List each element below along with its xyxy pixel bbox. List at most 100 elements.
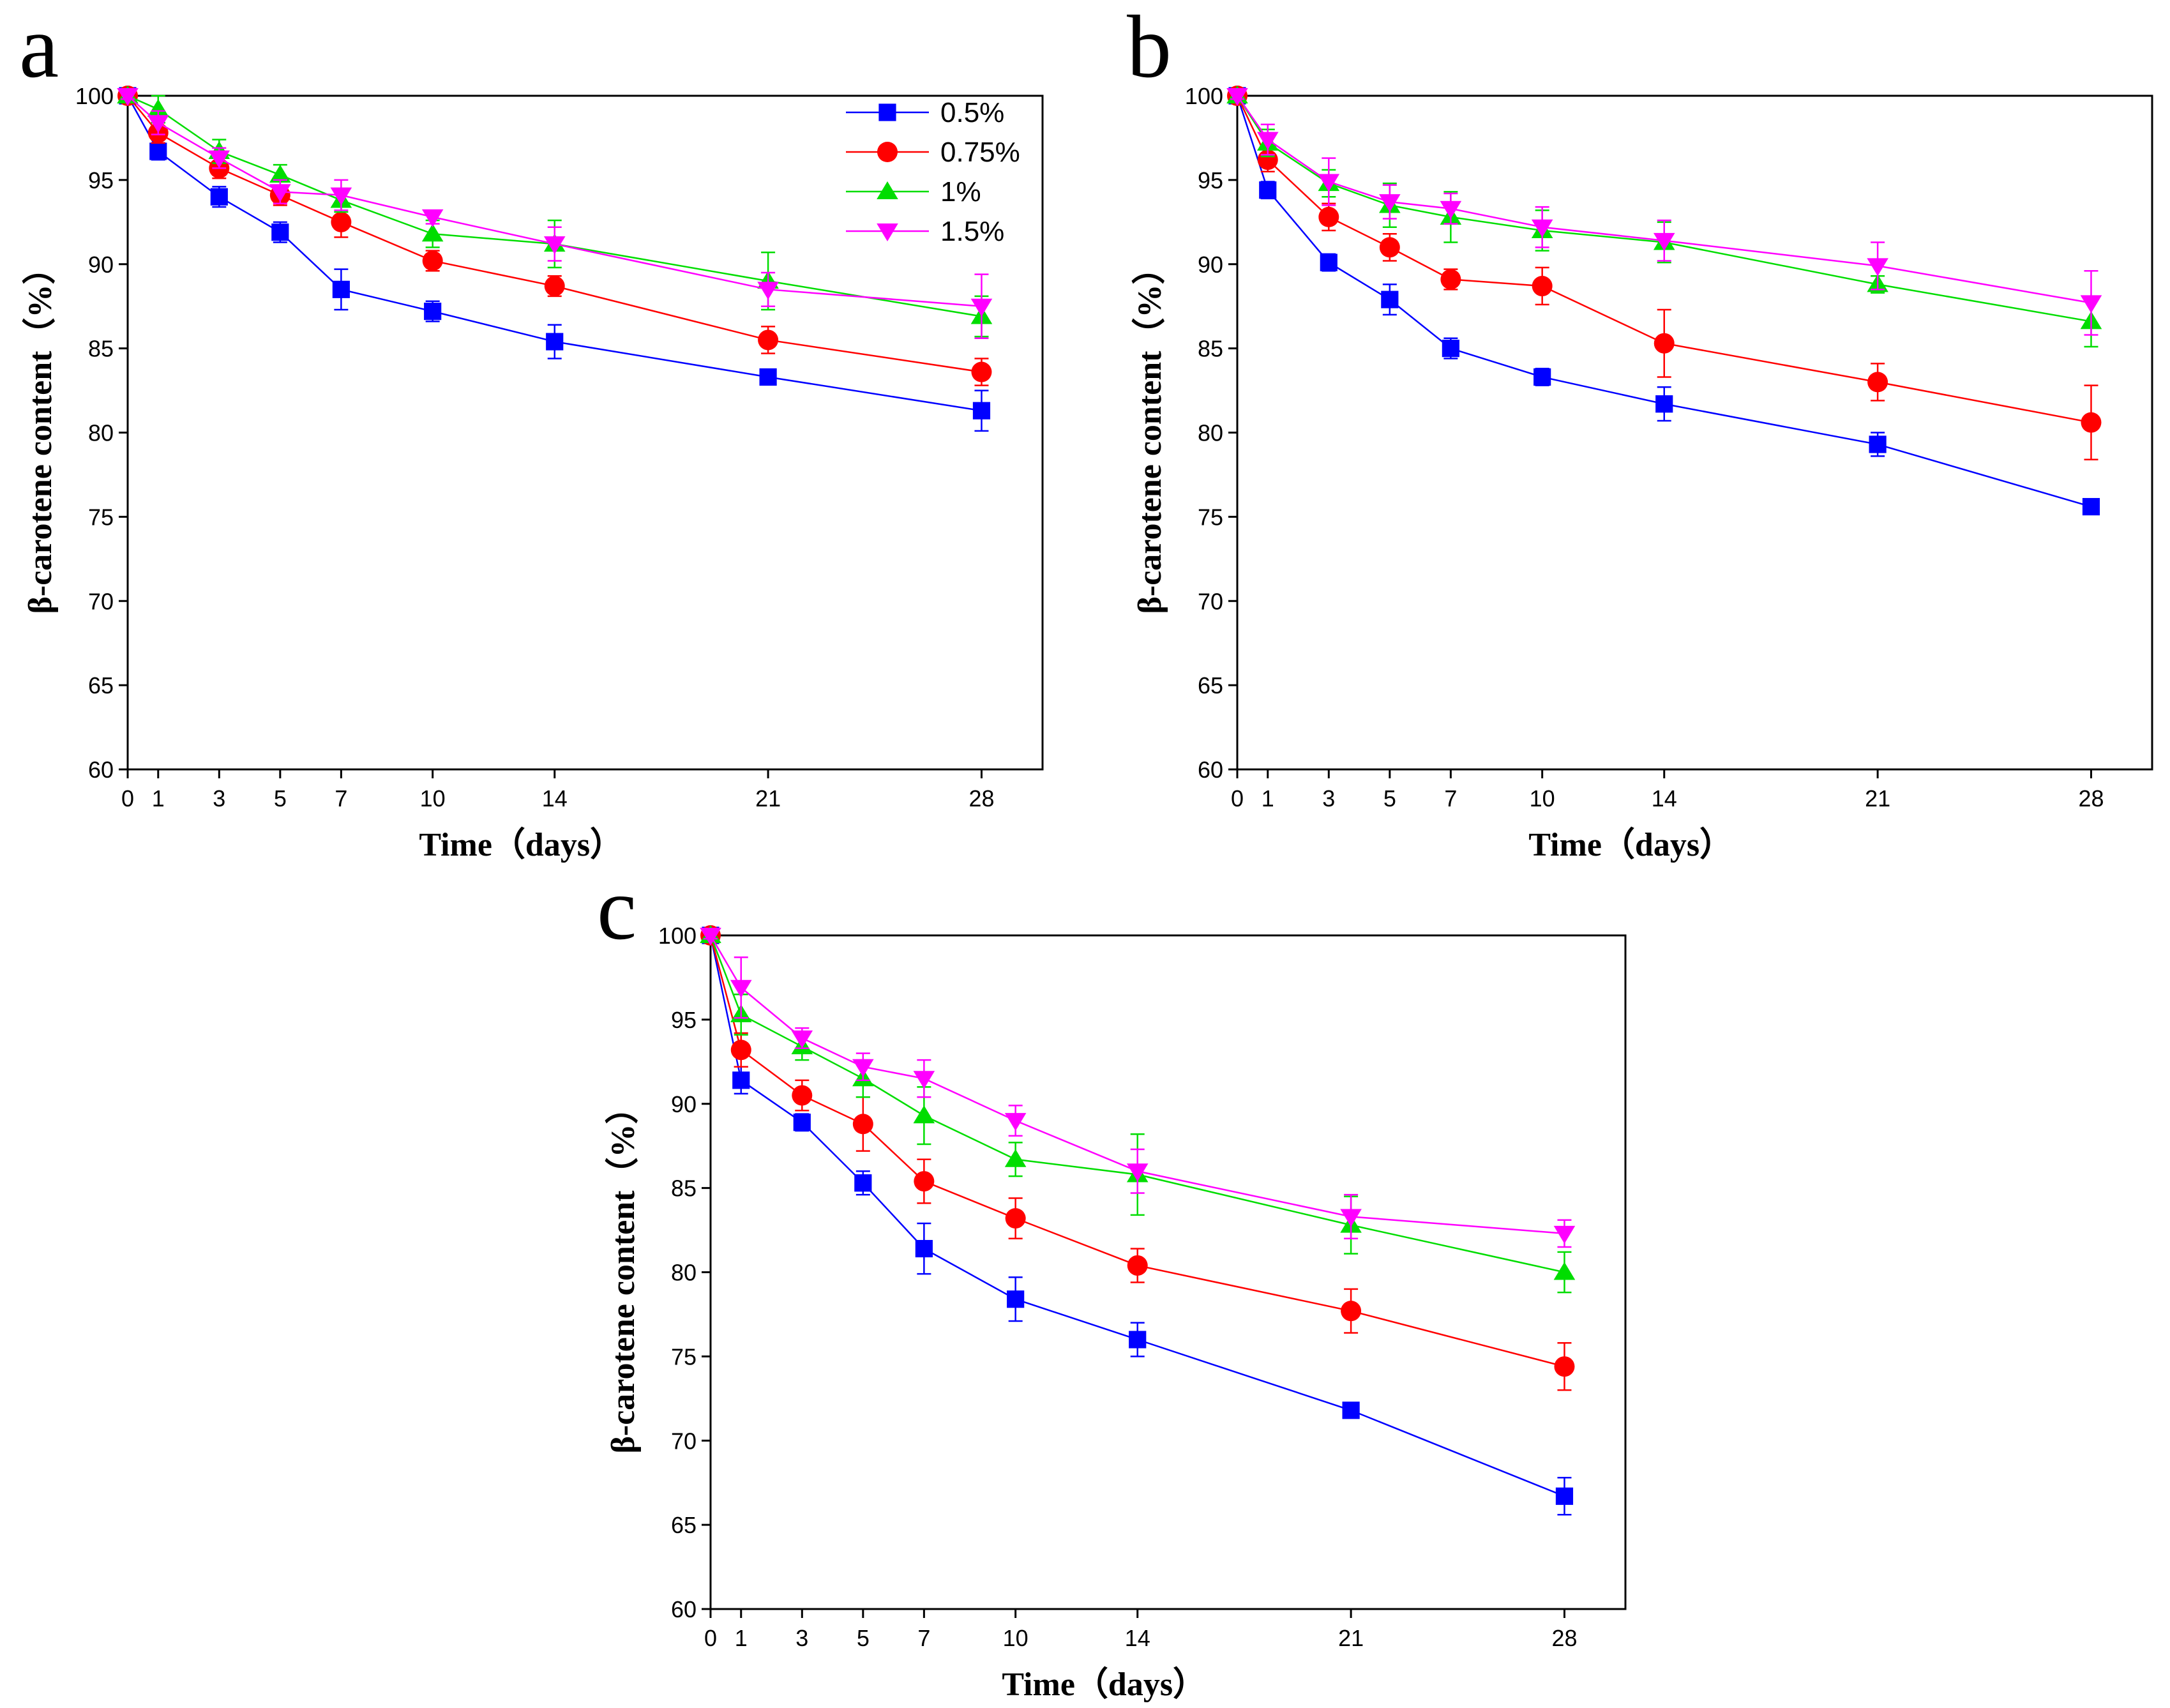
series-0.5% <box>1228 87 2100 516</box>
series-0.5% <box>702 926 1574 1516</box>
data-point <box>757 282 779 300</box>
y-tick-label: 80 <box>1198 420 1223 446</box>
data-point <box>1007 1290 1025 1308</box>
data-point <box>147 99 169 117</box>
data-point <box>700 928 721 946</box>
data-point <box>546 333 564 351</box>
y-tick-label: 90 <box>671 1091 697 1117</box>
legend-marker <box>877 181 898 199</box>
y-tick-label: 70 <box>671 1428 697 1454</box>
data-point <box>852 1059 874 1077</box>
legend-marker <box>877 223 898 241</box>
data-point <box>854 1174 872 1192</box>
data-point <box>147 115 169 133</box>
y-tick-label: 95 <box>88 167 114 193</box>
x-tick-label: 7 <box>917 1625 930 1651</box>
data-point <box>1654 333 1675 354</box>
data-point <box>269 184 291 202</box>
x-tick-label: 0 <box>704 1625 717 1651</box>
series-line <box>1236 95 2091 508</box>
series-1% <box>117 86 993 338</box>
data-point <box>332 280 350 298</box>
data-point <box>913 1105 935 1124</box>
y-tick-label: 60 <box>88 757 114 783</box>
data-point <box>1381 291 1399 308</box>
x-tick-label: 10 <box>1003 1625 1028 1651</box>
data-point <box>2082 497 2100 516</box>
data-point <box>1655 395 1673 413</box>
panel-letter: a <box>19 0 59 96</box>
legend-item: 0.75% <box>846 137 1020 168</box>
data-point <box>1259 181 1277 199</box>
y-tick-label: 60 <box>1198 757 1223 783</box>
y-tick-label: 65 <box>671 1512 697 1538</box>
y-axis: 60 65 70 75 80 85 90 95 100 <box>1185 83 1237 783</box>
data-point <box>972 402 991 419</box>
panel-letter: b <box>1127 0 1172 96</box>
series-line <box>1236 95 2091 304</box>
y-tick-label: 95 <box>671 1007 697 1033</box>
data-point <box>732 1071 750 1089</box>
y-tick-label: 60 <box>671 1596 697 1622</box>
y-tick-label: 85 <box>671 1175 697 1202</box>
series-1% <box>1226 86 2102 348</box>
data-point <box>1004 1149 1027 1167</box>
x-tick-label: 14 <box>1652 785 1677 812</box>
series-line <box>127 95 982 307</box>
data-point <box>1553 1225 1576 1244</box>
data-point <box>2080 295 2102 314</box>
data-point <box>330 187 352 206</box>
data-point <box>1379 237 1400 258</box>
series-1.5% <box>700 928 1576 1248</box>
y-tick-label: 75 <box>88 504 114 530</box>
y-tick-label: 95 <box>1198 167 1223 193</box>
legend-marker <box>877 142 898 162</box>
x-axis-title: Time（days） <box>1002 1666 1206 1703</box>
legend-label: 0.75% <box>940 137 1020 168</box>
legend-marker <box>878 103 896 121</box>
data-point <box>1555 1487 1574 1505</box>
data-point <box>1553 1262 1576 1280</box>
legend-label: 1% <box>940 176 981 208</box>
data-point <box>1005 1208 1026 1229</box>
data-point <box>1256 132 1279 150</box>
series-0.75% <box>700 925 1575 1391</box>
data-point <box>1442 340 1459 358</box>
y-tick-label: 75 <box>671 1343 697 1370</box>
data-point <box>1342 1402 1360 1419</box>
x-tick-label: 7 <box>335 785 347 812</box>
y-tick-label: 80 <box>671 1260 697 1286</box>
x-tick-label: 3 <box>213 785 225 812</box>
data-point <box>422 250 443 271</box>
x-axis-title: Time（days） <box>1528 826 1733 863</box>
x-axis: 0 1 3 5 7 10 14 21 28 <box>1231 769 2104 812</box>
data-point <box>1127 1255 1148 1276</box>
data-point <box>421 209 444 227</box>
x-tick-label: 5 <box>1383 785 1396 812</box>
panel-c: c 60 65 70 75 80 85 90 95 100 0 1 3 5 7 10 14 21 28 Time（da… <box>597 859 1627 1703</box>
y-tick-label: 100 <box>75 83 114 109</box>
series-1.5% <box>117 88 993 340</box>
x-axis-title: Time（days） <box>419 826 623 863</box>
panel-letter: c <box>597 859 637 958</box>
data-point <box>271 223 289 241</box>
y-tick-label: 80 <box>88 420 114 446</box>
y-axis-title: β-carotene content（%） <box>22 252 59 614</box>
data-point <box>1341 1301 1362 1322</box>
series-line <box>709 935 1565 1273</box>
data-point <box>149 142 167 160</box>
x-tick-label: 14 <box>542 785 568 812</box>
x-tick-label: 5 <box>274 785 287 812</box>
x-tick-label: 5 <box>857 1625 870 1651</box>
data-point <box>792 1085 813 1106</box>
data-point <box>117 88 139 106</box>
y-tick-label: 100 <box>1185 83 1223 109</box>
x-tick-label: 10 <box>420 785 446 812</box>
y-axis-title: β-carotene content（%） <box>605 1091 642 1454</box>
data-point <box>543 236 566 255</box>
data-point <box>1869 435 1887 453</box>
x-tick-label: 3 <box>795 1625 808 1651</box>
legend: 0.5% 0.75% 1% 1.5% <box>846 97 1020 247</box>
legend-item: 0.5% <box>846 97 1004 128</box>
data-point <box>915 1239 933 1258</box>
